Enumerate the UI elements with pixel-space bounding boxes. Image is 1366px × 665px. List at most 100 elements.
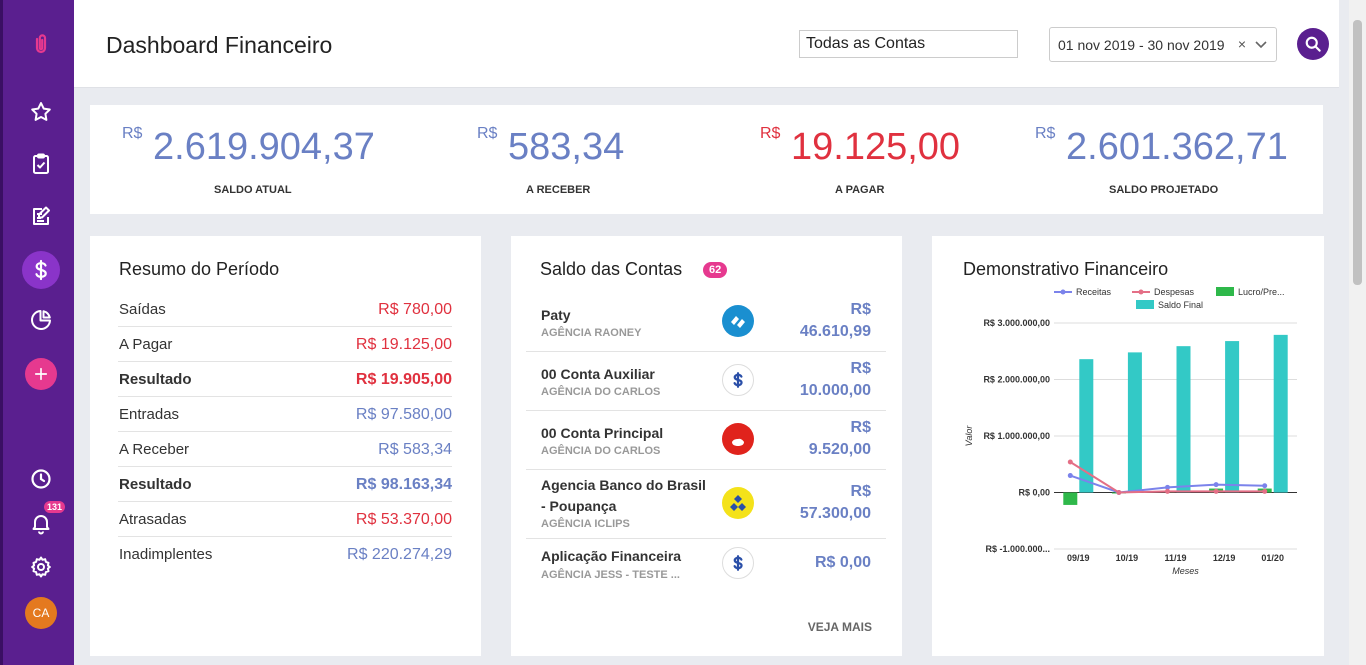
financial-statement-card: Demonstrativo Financeiro R$ 3.000.000,00…	[932, 236, 1324, 656]
stat-value: 583,34	[508, 126, 625, 168]
page-scrollbar[interactable]	[1349, 0, 1366, 665]
account-row[interactable]: Agencia Banco do Brasil - Poupança AGÊNC…	[526, 470, 886, 539]
date-range-value: 01 nov 2019 - 30 nov 2019	[1058, 36, 1225, 53]
y-tick-label: R$ -1.000.000...	[985, 544, 1050, 554]
stat-value: 2.619.904,37	[153, 126, 375, 168]
account-name: Aplicação Financeira	[541, 548, 682, 564]
account-name: Paty	[541, 307, 571, 323]
row-value: R$ 19.125,00	[355, 336, 452, 353]
santander-logo-icon	[722, 423, 754, 455]
account-name: 00 Conta Auxiliar	[541, 366, 655, 382]
date-range-select[interactable]: 01 nov 2019 - 30 nov 2019 ×	[1049, 27, 1277, 62]
stat-value: 2.601.362,71	[1066, 126, 1288, 168]
point-despesas	[1262, 488, 1268, 494]
stat-label: SALDO ATUAL	[214, 184, 292, 196]
row-value: R$ 97.580,00	[355, 406, 452, 423]
card-title: Resumo do Período	[119, 259, 280, 279]
stat-currency: R$	[477, 125, 498, 142]
account-row[interactable]: 00 Conta Principal AGÊNCIA DO CARLOS R$ 9…	[526, 411, 886, 470]
row-value: R$ 53.370,00	[355, 511, 452, 528]
stat-currency: R$	[122, 125, 143, 142]
notification-count-badge: 131	[43, 501, 65, 513]
row-value: R$ 780,00	[378, 301, 452, 318]
clipboard-icon[interactable]	[25, 148, 57, 180]
avatar[interactable]: CA	[25, 597, 57, 629]
stat-value: 19.125,00	[791, 126, 961, 168]
point-receitas	[1213, 482, 1219, 488]
period-row-a-pagar: A Pagar R$ 19.125,00	[118, 327, 452, 362]
clock-icon[interactable]	[25, 463, 57, 495]
row-label: Resultado	[119, 476, 192, 493]
stat-label: A RECEBER	[526, 184, 591, 196]
card-title: Demonstrativo Financeiro	[963, 259, 1169, 279]
scroll-thumb[interactable]	[1353, 20, 1362, 285]
stat-saldo-atual: R$ 2.619.904,37 SALDO ATUAL	[90, 105, 390, 214]
account-amount: R$ 10.000,00	[799, 360, 871, 399]
search-button[interactable]	[1297, 28, 1329, 60]
account-filter-input[interactable]	[799, 30, 1018, 58]
period-row-resultado-entradas: Resultado R$ 98.163,34	[118, 467, 452, 502]
account-row[interactable]: 00 Conta Auxiliar AGÊNCIA DO CARLOS R$ 10…	[526, 352, 886, 411]
bar-saldofinal	[1273, 334, 1288, 493]
bar-saldofinal	[1225, 341, 1240, 493]
legend-marker	[1060, 289, 1066, 295]
row-label: A Receber	[119, 441, 190, 458]
bar-saldofinal	[1079, 359, 1094, 493]
paperclip-logo-icon[interactable]	[25, 28, 57, 60]
account-balances-card: Saldo das Contas 62 Paty AGÊNCIA RAONEY …	[511, 236, 902, 656]
bar-saldofinal	[1127, 352, 1142, 493]
bank-logo-icon	[722, 305, 754, 337]
legend-label: Lucro/Pre...	[1238, 287, 1285, 297]
x-tick-label: 12/19	[1213, 553, 1236, 563]
row-value: R$ 220.274,29	[347, 546, 452, 563]
period-row-atrasadas: Atrasadas R$ 53.370,00	[118, 502, 452, 537]
period-summary-card: Resumo do Período Saídas R$ 780,00 A Pag…	[90, 236, 481, 656]
star-icon[interactable]	[25, 96, 57, 128]
account-agency: AGÊNCIA RAONEY	[541, 327, 642, 339]
see-more-link[interactable]: VEJA MAIS	[807, 620, 872, 634]
x-axis-title: Meses	[1172, 566, 1199, 576]
point-receitas	[1067, 473, 1073, 479]
row-label: Entradas	[119, 406, 180, 423]
point-despesas	[1213, 488, 1219, 494]
period-row-saidas: Saídas R$ 780,00	[118, 292, 452, 327]
row-label: Inadimplentes	[119, 546, 213, 563]
row-label: Saídas	[119, 301, 166, 318]
pie-chart-icon[interactable]	[25, 304, 57, 336]
legend-label: Saldo Final	[1158, 300, 1203, 310]
y-tick-label: R$ 3.000.000,00	[983, 318, 1050, 328]
plus-icon[interactable]	[25, 358, 57, 390]
gear-icon[interactable]	[25, 551, 57, 583]
dollar-icon	[722, 547, 754, 579]
legend-label: Receitas	[1076, 287, 1112, 297]
stat-a-receber: R$ 583,34 A RECEBER	[445, 105, 745, 214]
legend-label: Despesas	[1154, 287, 1195, 297]
financial-chart: R$ 3.000.000,00 R$ 2.000.000,00 R$ 1.000.0…	[964, 287, 1297, 576]
period-row-inadimplentes: Inadimplentes R$ 220.274,29	[118, 537, 452, 572]
bar-lucropre	[1063, 492, 1078, 505]
stat-currency: R$	[760, 125, 781, 142]
account-row[interactable]: Aplicação Financeira AGÊNCIA JESS - TEST…	[526, 539, 886, 598]
dollar-icon[interactable]	[22, 251, 60, 289]
row-label: Resultado	[119, 371, 192, 388]
point-receitas	[1165, 484, 1170, 490]
stat-saldo-projetado: R$ 2.601.362,71 SALDO PROJETADO	[1003, 105, 1303, 214]
chevron-down-icon[interactable]	[1254, 37, 1268, 51]
clear-date-icon[interactable]: ×	[1237, 36, 1246, 52]
stat-label: SALDO PROJETADO	[1109, 184, 1219, 196]
card-title: Saldo das Contas	[540, 259, 683, 279]
legend-marker	[1138, 289, 1144, 295]
account-row[interactable]: Paty AGÊNCIA RAONEY R$ 46.610,99	[526, 293, 886, 352]
point-despesas	[1067, 459, 1073, 465]
x-tick-label: 01/20	[1261, 553, 1284, 563]
bell-icon[interactable]: 131	[25, 501, 65, 539]
row-label: Atrasadas	[119, 511, 187, 528]
point-despesas	[1165, 488, 1170, 494]
period-row-entradas: Entradas R$ 97.580,00	[118, 397, 452, 432]
sidebar: 131 CA	[0, 0, 74, 665]
top-header: Dashboard Financeiro 01 nov 2019 - 30 no…	[74, 0, 1339, 88]
stat-label: A PAGAR	[835, 184, 885, 196]
y-tick-label: R$ 1.000.000,00	[983, 431, 1050, 441]
period-row-a-receber: A Receber R$ 583,34	[118, 432, 452, 467]
edit-icon[interactable]	[25, 200, 57, 232]
